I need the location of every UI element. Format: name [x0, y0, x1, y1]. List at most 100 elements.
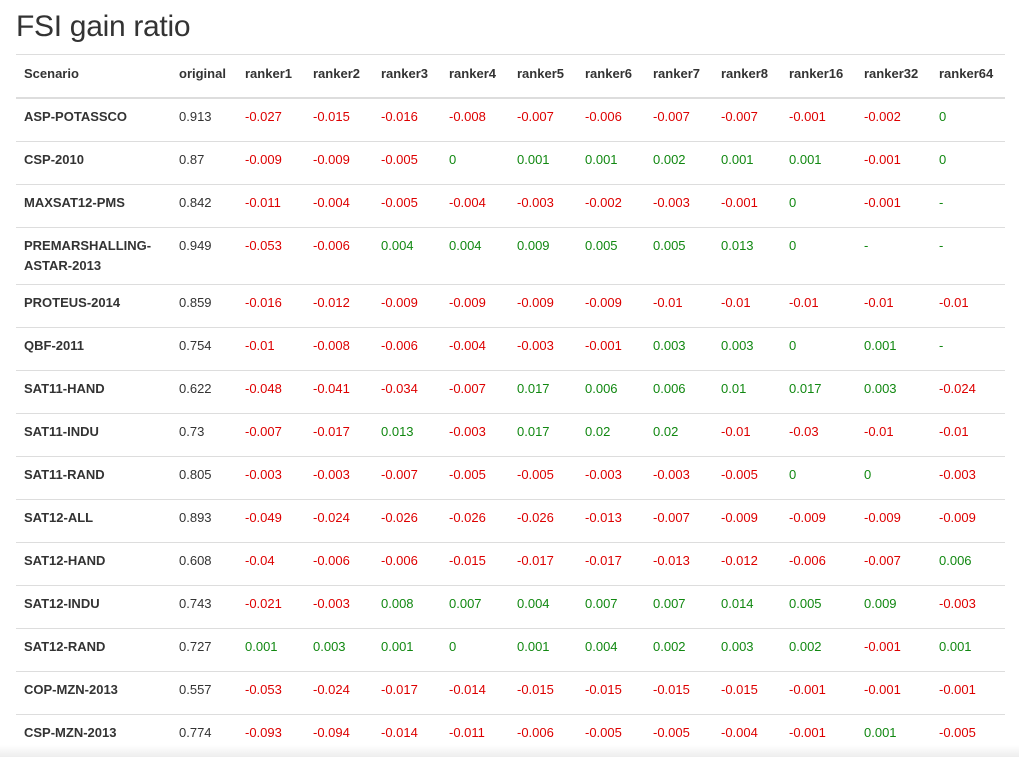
table-row: COP-MZN-2013 0.557 -0.053 -0.024 -0.017 -0.01… — [16, 671, 1005, 715]
gain-value: -0.01 — [645, 284, 713, 328]
gain-value: 0 — [781, 227, 856, 285]
gain-value: -0.001 — [713, 184, 781, 228]
bottom-fade — [0, 745, 1019, 757]
gain-value: 0.002 — [781, 628, 856, 672]
gain-value: -0.03 — [781, 413, 856, 457]
gain-value: -0.01 — [856, 284, 931, 328]
gain-value: 0.001 — [781, 141, 856, 185]
gain-value: -0.007 — [441, 370, 509, 414]
gain-value: -0.003 — [509, 327, 577, 371]
gain-value: -0.01 — [713, 413, 781, 457]
gain-value: -0.001 — [931, 671, 1005, 715]
gain-value: -0.006 — [373, 542, 441, 586]
gain-value: 0.001 — [856, 327, 931, 371]
gain-value: -0.015 — [713, 671, 781, 715]
gain-value: -0.007 — [856, 542, 931, 586]
gain-value: -0.003 — [305, 456, 373, 500]
gain-value: -0.01 — [856, 413, 931, 457]
gain-value: -0.026 — [509, 499, 577, 543]
gain-value: -0.041 — [305, 370, 373, 414]
column-header: ranker8 — [713, 54, 781, 99]
original-value: 0.842 — [171, 184, 237, 228]
gain-value: 0.013 — [373, 413, 441, 457]
gain-value: -0.026 — [441, 499, 509, 543]
gain-value: -0.009 — [781, 499, 856, 543]
gain-value: -0.015 — [313, 109, 350, 124]
gain-value: 0.007 — [577, 585, 645, 629]
gain-value: 0.004 — [441, 227, 509, 285]
results-table: Scenario original ranker1 ranker2 ranker3 ran… — [16, 54, 1005, 757]
gain-value: -0.007 — [653, 109, 690, 124]
gain-value: 0.005 — [645, 227, 713, 285]
original-value: 0.622 — [171, 370, 237, 414]
gain-value: -0.003 — [237, 456, 305, 500]
gain-value: -0.01 — [237, 327, 305, 371]
gain-value: -0.009 — [713, 499, 781, 543]
gain-value: 0.006 — [645, 370, 713, 414]
scenario-name: SAT12-ALL — [16, 499, 171, 543]
table-row: ASP-POTASSCO 0.913 -0.027 -0.015 -0.016 -0.00… — [16, 98, 1005, 142]
table-row: MAXSAT12-PMS 0.842 -0.011 -0.004 -0.005 -0.00… — [16, 184, 1005, 228]
gain-value: -0.014 — [441, 671, 509, 715]
gain-value: 0.001 — [577, 141, 645, 185]
gain-value: -0.013 — [645, 542, 713, 586]
gain-value: 0.014 — [713, 585, 781, 629]
gain-value: -0.009 — [305, 141, 373, 185]
gain-value: -0.016 — [381, 109, 418, 124]
gain-value: 0.017 — [509, 413, 577, 457]
gain-value: 0 — [931, 141, 1005, 185]
gain-value: -0.017 — [509, 542, 577, 586]
column-header: ranker7 — [645, 54, 713, 99]
scenario-name: SAT12-RAND — [16, 628, 171, 672]
gain-value: 0.009 — [509, 227, 577, 285]
gain-value: 0 — [781, 327, 856, 371]
gain-value: -0.003 — [509, 184, 577, 228]
gain-value: -0.015 — [441, 542, 509, 586]
gain-value: -0.007 — [237, 413, 305, 457]
gain-value: 0.013 — [713, 227, 781, 285]
gain-value: 0.003 — [305, 628, 373, 672]
column-header: ranker3 — [373, 54, 441, 99]
gain-value: 0.003 — [713, 327, 781, 371]
column-header: original — [171, 54, 237, 99]
gain-value: 0.017 — [509, 370, 577, 414]
gain-value: -0.017 — [305, 413, 373, 457]
scenario-name: CSP-2010 — [16, 141, 171, 185]
original-value: 0.608 — [171, 542, 237, 586]
gain-value: -0.006 — [373, 327, 441, 371]
gain-value: -0.003 — [931, 585, 1005, 629]
table-row: SAT12-ALL 0.893 -0.049 -0.024 -0.026 -0.026 -0… — [16, 499, 1005, 543]
gain-value: -0.002 — [577, 184, 645, 228]
gain-value: -0.017 — [577, 542, 645, 586]
gain-value: -0.003 — [645, 184, 713, 228]
gain-value: - — [931, 327, 1005, 371]
gain-value: - — [856, 227, 931, 285]
gain-value: -0.006 — [585, 109, 622, 124]
scenario-name: PREMARSHALLING-ASTAR-2013 — [16, 227, 171, 285]
gain-value: 0.005 — [781, 585, 856, 629]
gain-value: 0 — [939, 109, 947, 124]
table-body: ASP-POTASSCO 0.913 -0.027 -0.015 -0.016 -0.00… — [16, 98, 1005, 757]
gain-value: -0.003 — [931, 456, 1005, 500]
gain-value: -0.048 — [237, 370, 305, 414]
gain-value: 0 — [781, 184, 856, 228]
gain-value: -0.009 — [509, 284, 577, 328]
gain-value: -0.003 — [305, 585, 373, 629]
column-header: ranker4 — [441, 54, 509, 99]
gain-value: -0.005 — [441, 456, 509, 500]
gain-value: 0.001 — [509, 141, 577, 185]
gain-value: 0.001 — [373, 628, 441, 672]
gain-value: -0.001 — [856, 141, 931, 185]
gain-value: -0.016 — [237, 284, 305, 328]
gain-value: -0.004 — [441, 184, 509, 228]
original-value: 0.859 — [171, 284, 237, 328]
scenario-name: SAT12-INDU — [16, 585, 171, 629]
gain-value: -0.053 — [237, 671, 305, 715]
scenario-name: SAT12-HAND — [16, 542, 171, 586]
gain-value: -0.004 — [441, 327, 509, 371]
scenario-name: SAT11-INDU — [16, 413, 171, 457]
gain-value: -0.024 — [931, 370, 1005, 414]
gain-value: 0.001 — [237, 628, 305, 672]
gain-value: -0.012 — [713, 542, 781, 586]
gain-value: -0.012 — [305, 284, 373, 328]
